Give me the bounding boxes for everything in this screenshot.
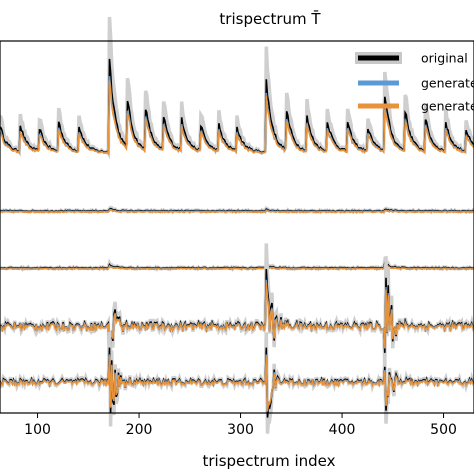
x-tick-label-200: 200 xyxy=(126,422,153,438)
x-axis: 100 200 300 400 500 xyxy=(24,413,457,438)
generated-orange-line-row-4 xyxy=(0,282,474,352)
legend-label-2: generated xyxy=(421,99,474,114)
panel-row-3 xyxy=(0,256,474,272)
legend-label-1: generated xyxy=(421,76,474,91)
plot-area xyxy=(0,16,474,434)
x-tick-label-400: 400 xyxy=(329,422,356,438)
x-tick-label-100: 100 xyxy=(24,422,51,438)
generated-orange-line-row-5 xyxy=(0,356,474,411)
panel-row-2 xyxy=(0,205,474,215)
x-axis-label: trispectrum index xyxy=(202,452,335,470)
generated-orange-line-row-3 xyxy=(0,263,474,271)
x-tick-label-500: 500 xyxy=(430,422,457,438)
axes-frame xyxy=(0,40,474,414)
legend: original generated generated xyxy=(355,51,474,114)
generated-orange-line-row-2 xyxy=(0,209,474,214)
original-line-row-1 xyxy=(0,58,474,155)
legend-label-0: original xyxy=(421,51,468,66)
original-band-row-1 xyxy=(0,16,474,160)
panel-row-1 xyxy=(0,16,474,160)
x-tick-label-300: 300 xyxy=(227,422,254,438)
panel-row-4 xyxy=(0,243,474,373)
panel-row-5 xyxy=(0,332,474,434)
generated-orange-line-row-1 xyxy=(0,80,474,156)
chart-title: trispectrum T̄ xyxy=(219,9,321,28)
